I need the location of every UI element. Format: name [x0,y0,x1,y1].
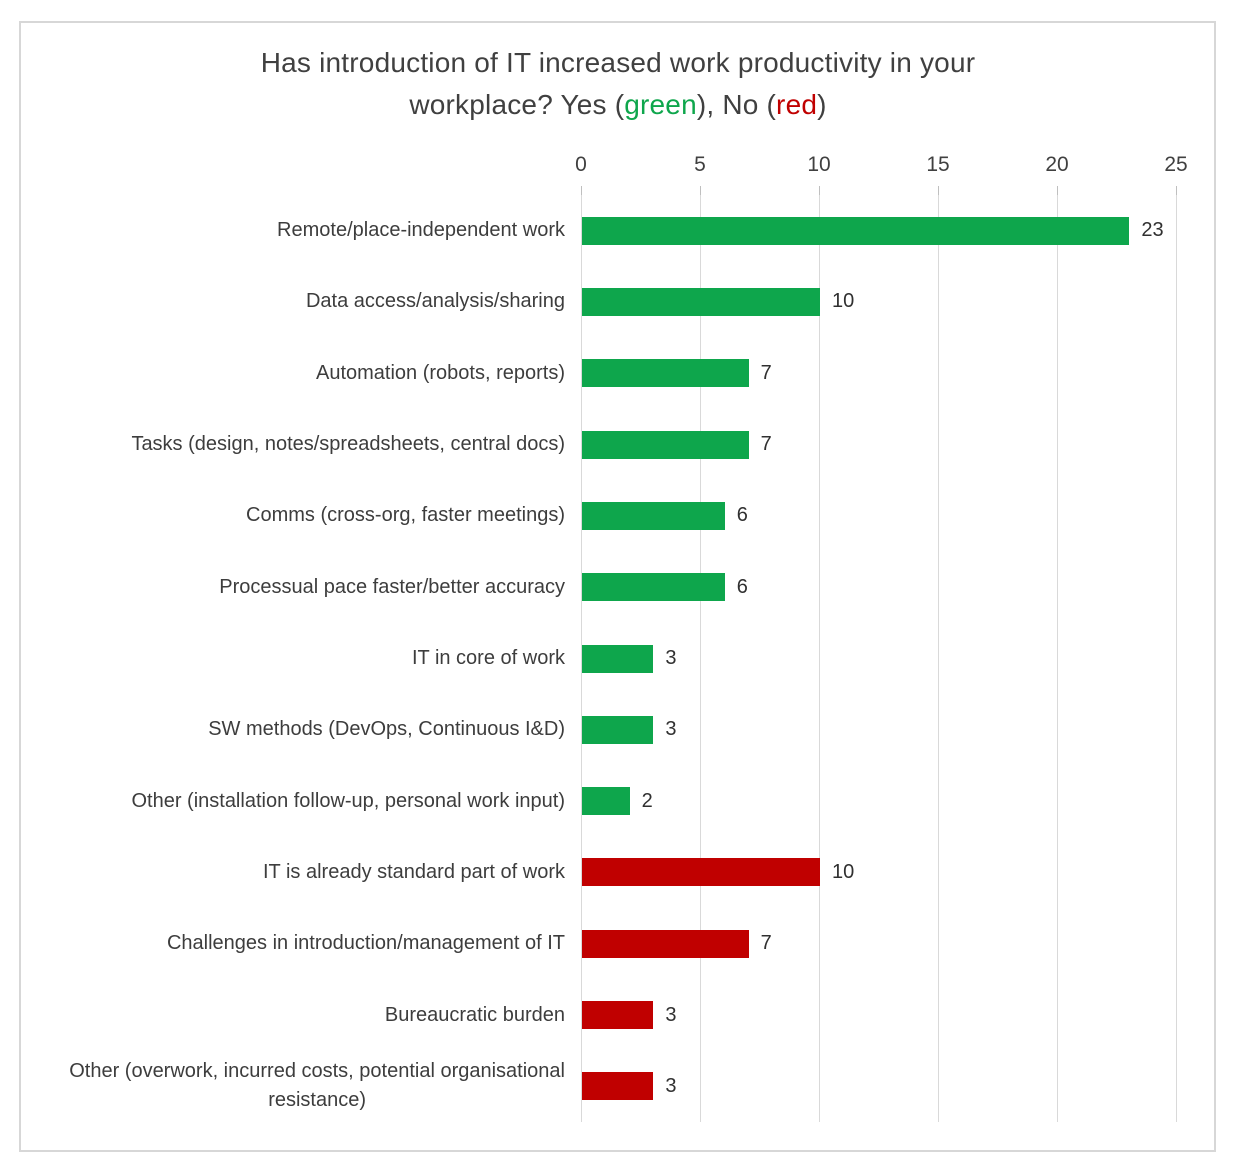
category-label: Tasks (design, notes/spreadsheets, centr… [22,409,565,480]
category-label-text: Data access/analysis/sharing [305,290,565,313]
title-green-word: green [624,89,697,120]
category-label: Other (overwork, incurred costs, potenti… [22,1051,565,1122]
x-axis-label: 5 [694,153,706,176]
category-label-text: Automation (robots, reports) [316,361,565,384]
value-label: 3 [665,646,677,669]
value-label: 10 [832,290,855,313]
bar-yes [582,430,749,459]
bar-yes [582,715,654,744]
gridline [581,195,582,1122]
value-label: 6 [736,575,748,598]
value-label: 3 [665,1074,677,1097]
value-label: 7 [760,433,772,456]
chart-title-line2: workplace? Yes (green), No (red) [19,84,1217,126]
category-label: Comms (cross-org, faster meetings) [22,480,565,551]
x-axis-label: 25 [1164,153,1188,176]
bar-yes [582,644,654,673]
bar-yes [582,501,725,530]
value-label: 2 [641,789,653,812]
x-axis-label: 10 [807,153,831,176]
bar-yes [582,216,1130,245]
bar-no [582,1001,654,1030]
x-axis-label: 0 [575,153,587,176]
category-label: Processual pace faster/better accuracy [22,552,565,623]
x-axis-tick [938,186,939,195]
category-label: Bureaucratic burden [22,979,565,1050]
value-label: 6 [736,504,748,527]
bar-no [582,929,749,958]
chart-title-line1: Has introduction of IT increased work pr… [260,47,976,78]
gridline [819,195,820,1122]
x-axis-tick [1057,186,1058,195]
category-label-text: Tasks (design, notes/spreadsheets, centr… [131,433,565,456]
x-axis-label: 15 [926,153,950,176]
bar-yes [582,787,630,816]
category-label-text: Remote/place-independent work [277,219,565,242]
category-label-text: IT in core of work [411,646,565,669]
category-label-text: Challenges in introduction/management of… [166,932,565,955]
gridline [1057,195,1058,1122]
value-label: 10 [832,860,855,883]
x-axis-tick [819,186,820,195]
category-label: Remote/place-independent work [22,195,565,266]
gridline [1176,195,1177,1122]
category-label-text: Other (installation follow-up, personal … [131,789,565,812]
category-label: SW methods (DevOps, Continuous I&D) [22,694,565,765]
value-label: 23 [1141,219,1164,242]
bar-yes [582,287,820,316]
gridline [700,195,701,1122]
category-label: IT in core of work [22,623,565,694]
category-label: IT is already standard part of work [22,837,565,908]
category-label: Automation (robots, reports) [22,338,565,409]
x-axis-label: 20 [1045,153,1069,176]
category-label: Challenges in introduction/management of… [22,908,565,979]
title-red-word: red [776,89,818,120]
category-label-text: Comms (cross-org, faster meetings) [246,504,565,527]
category-label-text: Bureaucratic burden [384,1003,565,1026]
category-label-text: Other (overwork, incurred costs, potenti… [69,1060,565,1112]
value-label: 7 [760,932,772,955]
title-line2-prefix: workplace? Yes ( [409,89,625,120]
title-line2-mid: ), No ( [696,89,777,120]
category-label-text: IT is already standard part of work [263,860,565,883]
bar-yes [582,573,725,602]
bar-no [582,1072,654,1101]
value-label: 3 [665,1003,677,1026]
category-label: Data access/analysis/sharing [22,266,565,337]
category-label-text: SW methods (DevOps, Continuous I&D) [208,718,565,741]
bar-yes [582,359,749,388]
value-label: 7 [760,361,772,384]
x-axis-tick [700,186,701,195]
category-label-text: Processual pace faster/better accuracy [219,575,565,598]
x-axis-tick [1176,186,1177,195]
x-axis-tick [581,186,582,195]
category-label: Other (installation follow-up, personal … [22,765,565,836]
chart-title: Has introduction of IT increased work pr… [19,42,1217,126]
value-label: 3 [665,718,677,741]
gridline [938,195,939,1122]
bar-no [582,858,820,887]
title-line2-suffix: ) [817,89,827,120]
